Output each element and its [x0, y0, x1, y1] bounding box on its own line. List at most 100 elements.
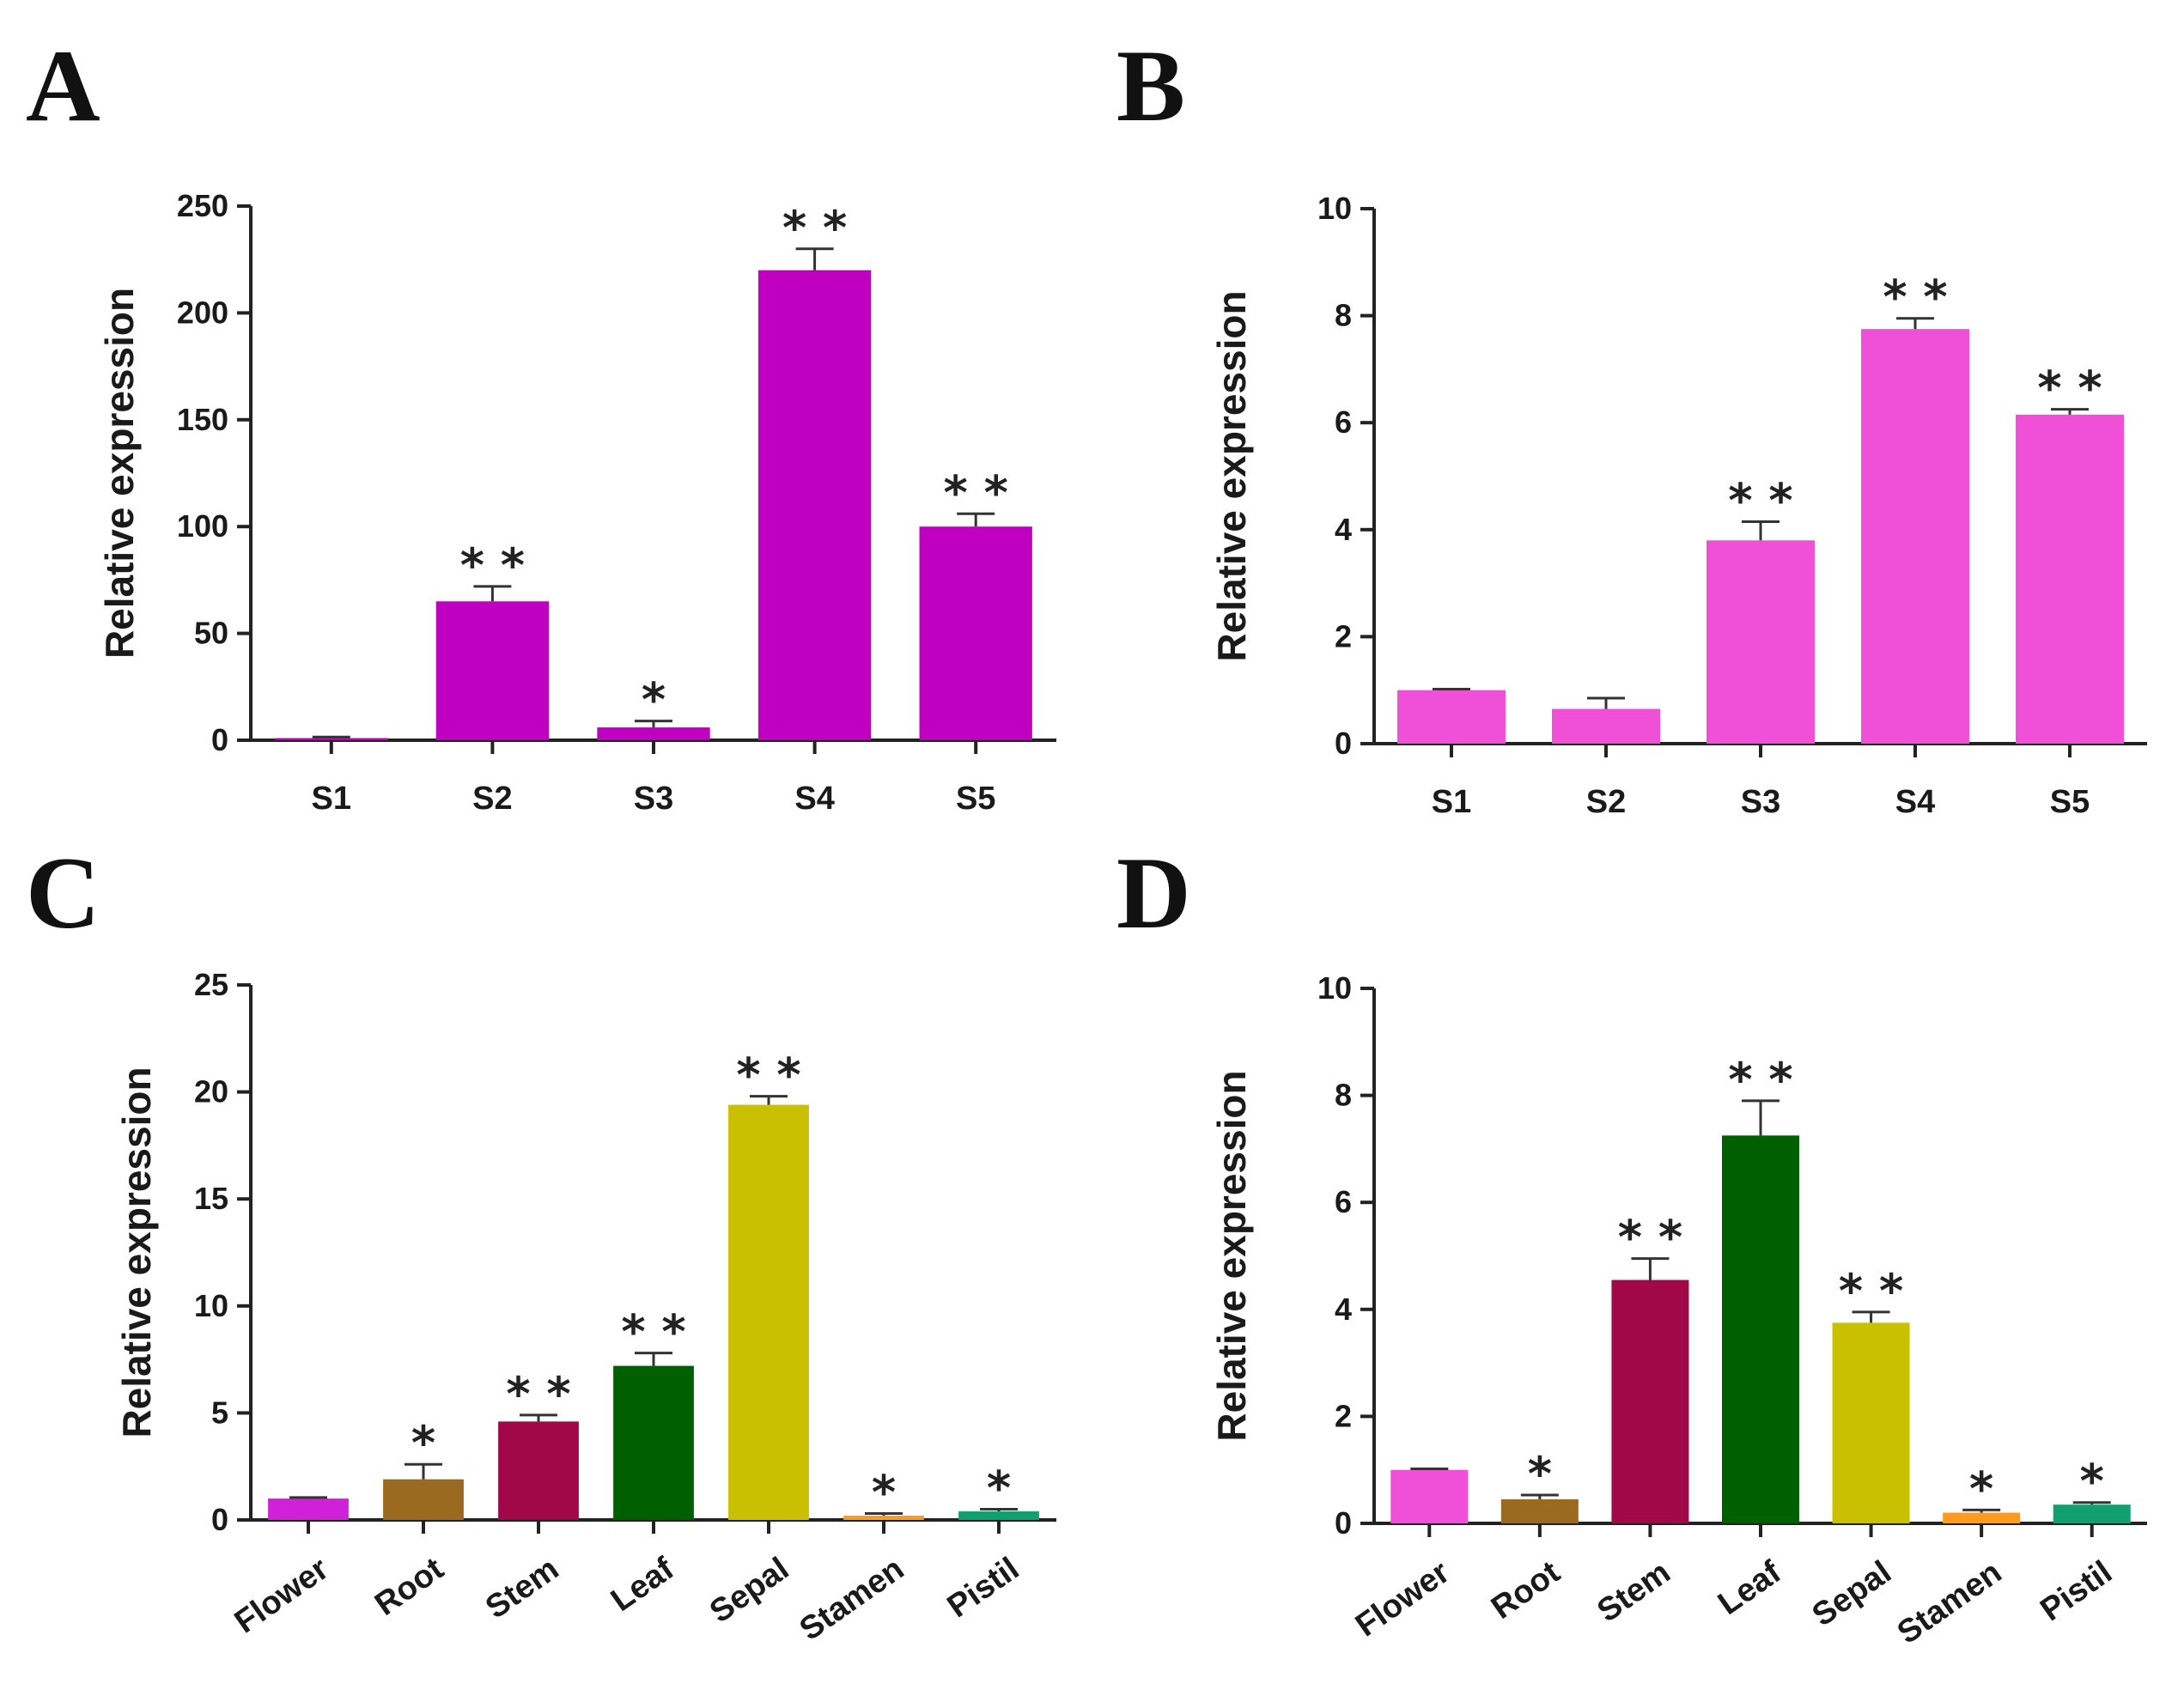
panel-label-d: D [1116, 836, 1191, 950]
significance-marker: * * [621, 1305, 685, 1359]
significance-marker: * * [460, 538, 525, 593]
x-tick-label-stem: Stem [1591, 1554, 1676, 1630]
significance-marker: * [2080, 1455, 2104, 1509]
x-tick-label-s3: S3 [634, 781, 673, 817]
bar-s1 [1397, 690, 1506, 744]
bar-s5 [2016, 414, 2124, 744]
bar-stem [1611, 1279, 1689, 1523]
y-tick-label: 10 [1317, 970, 1352, 1006]
x-tick-label-s2: S2 [472, 781, 512, 817]
y-axis-title: Relative expression [1209, 1070, 1254, 1441]
bar-pistil [2053, 1504, 2131, 1523]
bar-stem [498, 1421, 579, 1520]
y-axis-title: Relative expression [1209, 290, 1254, 661]
significance-marker: * * [2037, 362, 2102, 416]
y-axis-title: Relative expression [114, 1067, 159, 1438]
y-tick-label: 6 [1335, 1184, 1352, 1219]
x-tick-label-stamen: Stamen [1891, 1554, 2009, 1651]
y-tick-label: 8 [1335, 1078, 1352, 1113]
x-tick-label-sepal: Sepal [703, 1551, 795, 1631]
x-tick-label-sepal: Sepal [1806, 1554, 1898, 1634]
panel-label-b: B [1116, 28, 1185, 143]
bar-stamen [843, 1516, 924, 1520]
y-tick-label: 2 [1335, 618, 1352, 653]
bar-sepal [728, 1104, 809, 1520]
y-tick-label: 10 [194, 1288, 228, 1323]
significance-marker: * * [506, 1367, 570, 1421]
y-tick-label: 5 [211, 1395, 228, 1430]
panel-label-c: C [26, 836, 100, 950]
significance-marker: * * [1728, 473, 1792, 527]
bar-leaf [613, 1365, 694, 1520]
panel-label-a: A [26, 28, 100, 143]
bar-stamen [1943, 1512, 2021, 1523]
y-tick-label: 150 [177, 402, 228, 437]
y-tick-label: 2 [1335, 1398, 1352, 1433]
bar-s2 [435, 601, 550, 740]
chart-panel-d: D 0 2 4 6 8 10 Relative expression Flower * Root * … [1116, 836, 2147, 1651]
x-tick-label-stamen: Stamen [794, 1551, 911, 1648]
y-tick-label: 20 [194, 1074, 228, 1109]
x-tick-label-leaf: Leaf [605, 1551, 680, 1619]
bar-leaf [1722, 1135, 1799, 1523]
significance-marker: * [872, 1466, 896, 1520]
y-tick-label: 50 [194, 616, 228, 651]
bar-root [383, 1479, 464, 1520]
x-tick-label-root: Root [1485, 1554, 1567, 1626]
chart-panel-b: B 0 2 4 6 8 10 Relative expression S1 S2 * * S3 * * S… [1116, 28, 2147, 820]
x-tick-label-leaf: Leaf [1712, 1554, 1787, 1622]
bar-s1 [275, 738, 388, 740]
x-tick-label-s5: S5 [2050, 784, 2090, 820]
y-tick-label: 250 [177, 188, 228, 223]
bar-flower [1390, 1469, 1469, 1523]
y-tick-label: 0 [211, 1502, 228, 1537]
significance-marker: * [1969, 1462, 1993, 1516]
bar-sepal [1832, 1322, 1910, 1523]
y-tick-label: 0 [1335, 726, 1352, 761]
significance-marker: * [411, 1416, 435, 1470]
x-tick-label-flower: Flower [228, 1551, 336, 1641]
significance-marker: * [987, 1462, 1011, 1516]
significance-marker: * * [1839, 1264, 1903, 1318]
x-tick-label-flower: Flower [1349, 1554, 1457, 1644]
x-tick-label-s2: S2 [1586, 784, 1626, 820]
significance-marker: * [642, 673, 666, 727]
bar-flower [268, 1498, 349, 1520]
significance-marker: * * [782, 201, 847, 255]
y-tick-label: 15 [194, 1181, 228, 1216]
x-tick-label-s1: S1 [1432, 784, 1471, 820]
y-tick-label: 100 [177, 508, 228, 544]
x-tick-label-s4: S4 [794, 781, 834, 817]
significance-marker: * * [944, 465, 1008, 520]
x-tick-label-s5: S5 [956, 781, 995, 817]
y-tick-label: 0 [211, 722, 228, 757]
bar-s4 [1861, 329, 1969, 744]
significance-marker: * * [736, 1049, 800, 1103]
significance-marker: * * [1728, 1053, 1792, 1107]
significance-marker: * * [1883, 270, 1947, 325]
y-tick-label: 6 [1335, 404, 1352, 440]
x-tick-label-s4: S4 [1895, 784, 1935, 820]
significance-marker: * [1528, 1447, 1552, 1501]
x-tick-label-s3: S3 [1741, 784, 1780, 820]
bar-s3 [1707, 540, 1815, 744]
bar-pistil [958, 1511, 1039, 1520]
chart-panel-c: C 0 5 10 15 20 25 Relative expression Flower * Roo… [26, 836, 1056, 1648]
y-tick-label: 200 [177, 295, 228, 330]
x-tick-label-pistil: Pistil [941, 1551, 1025, 1625]
y-axis-title: Relative expression [97, 288, 142, 659]
y-tick-label: 4 [1335, 512, 1352, 547]
y-tick-label: 25 [194, 967, 228, 1002]
x-tick-label-s1: S1 [312, 781, 351, 817]
bar-s3 [597, 727, 710, 740]
x-tick-label-stem: Stem [479, 1551, 565, 1626]
chart-panel-a: A 0 50 100 150 200 250 Relative expression S1 * *… [26, 28, 1056, 817]
bar-root [1500, 1498, 1579, 1523]
bar-s4 [757, 270, 872, 740]
y-tick-label: 0 [1335, 1505, 1352, 1541]
x-tick-label-root: Root [368, 1551, 450, 1623]
x-tick-label-pistil: Pistil [2034, 1554, 2118, 1628]
y-tick-label: 10 [1317, 191, 1352, 226]
bar-s5 [919, 526, 1032, 740]
